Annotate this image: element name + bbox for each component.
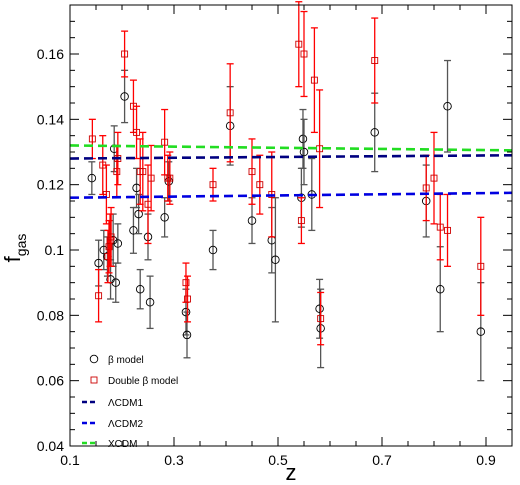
axes: 0.1 0.3 0.5 0.7 0.9 0.04 0.06 0.08 0.1 0.12 0.14 0.… (0, 4, 513, 485)
y-axis-title: fgas (0, 234, 29, 263)
data-point (134, 209, 143, 219)
x-tick-label: 0.7 (372, 452, 392, 468)
data-point (87, 173, 97, 183)
data-point (477, 262, 485, 270)
data-point (476, 327, 486, 336)
y-tick-label: 0.06 (37, 373, 64, 389)
data-point (121, 50, 129, 58)
y-axis-title-main: f (0, 255, 25, 262)
data-point (95, 292, 103, 300)
data-point (160, 213, 169, 222)
data-point (105, 243, 113, 251)
data-point (113, 168, 121, 176)
data-layer (87, 1, 486, 382)
legend: β model Double β model ΛCDM1 ΛCDM2 XCDM (82, 354, 178, 450)
data-point (107, 233, 115, 241)
data-point (247, 216, 257, 225)
x-tick-label: 0.1 (60, 452, 80, 468)
data-point (182, 279, 190, 287)
data-point (209, 181, 217, 189)
data-point (166, 174, 174, 182)
model-line-cdm2 (69, 191, 513, 200)
data-point (147, 174, 155, 182)
data-point (113, 239, 123, 248)
x-tick-label: 0.9 (476, 452, 496, 468)
x-tick-label: 0.3 (164, 452, 184, 468)
data-point (135, 284, 145, 294)
data-point (88, 135, 96, 143)
legend-marker (89, 354, 99, 364)
legend-item: Double β model (90, 376, 178, 387)
data-point (295, 40, 303, 48)
data-point (208, 245, 218, 255)
legend-label: ΛCDM1 (108, 398, 143, 409)
y-tick-label: 0.1 (45, 242, 65, 258)
data-point (248, 168, 256, 176)
legend-item: XCDM (82, 439, 137, 450)
data-point (182, 330, 192, 340)
legend-item: ΛCDM2 (82, 419, 143, 430)
data-point (271, 255, 280, 265)
data-point (300, 50, 308, 58)
y-tick-label: 0.14 (37, 111, 64, 127)
model-line-cdm1 (69, 153, 513, 160)
y-tick-label: 0.12 (37, 177, 64, 193)
y-tick-label: 0.16 (37, 46, 64, 62)
data-point (94, 258, 103, 268)
data-point (111, 278, 121, 287)
y-tick-label: 0.04 (37, 438, 64, 454)
data-point (129, 226, 138, 235)
legend-label: ΛCDM2 (108, 419, 143, 430)
data-point (299, 147, 309, 157)
y-axis-title-subscript: gas (13, 234, 29, 257)
data-point (226, 109, 234, 117)
plot-frame (69, 4, 513, 447)
data-point (430, 174, 438, 182)
legend-label: β model (108, 355, 144, 366)
data-point (184, 295, 191, 303)
data-point (297, 217, 305, 225)
data-point (371, 57, 379, 64)
data-point (422, 184, 430, 192)
x-axis-title: z (286, 460, 297, 485)
y-tick-label: 0.08 (37, 307, 64, 323)
series-double-beta-model (88, 1, 485, 346)
legend-item: β model (89, 354, 144, 366)
data-point (436, 223, 444, 231)
data-point (145, 298, 155, 307)
data-point (443, 102, 452, 111)
data-point (370, 128, 379, 137)
data-point (256, 181, 264, 189)
model-line-xcdm (69, 144, 513, 152)
data-point (120, 92, 129, 101)
data-point (444, 226, 451, 234)
data-point (317, 315, 325, 323)
legend-label: XCDM (108, 439, 137, 450)
legend-item: ΛCDM1 (82, 398, 143, 409)
model-lines (69, 144, 513, 200)
data-point (435, 284, 445, 294)
data-point (139, 168, 147, 176)
x-tick-label: 0.5 (268, 452, 288, 468)
data-point (315, 304, 324, 314)
data-point (298, 134, 308, 144)
data-point (161, 138, 169, 146)
data-point (310, 76, 318, 84)
legend-label: Double β model (108, 376, 178, 387)
legend-marker (90, 376, 98, 384)
